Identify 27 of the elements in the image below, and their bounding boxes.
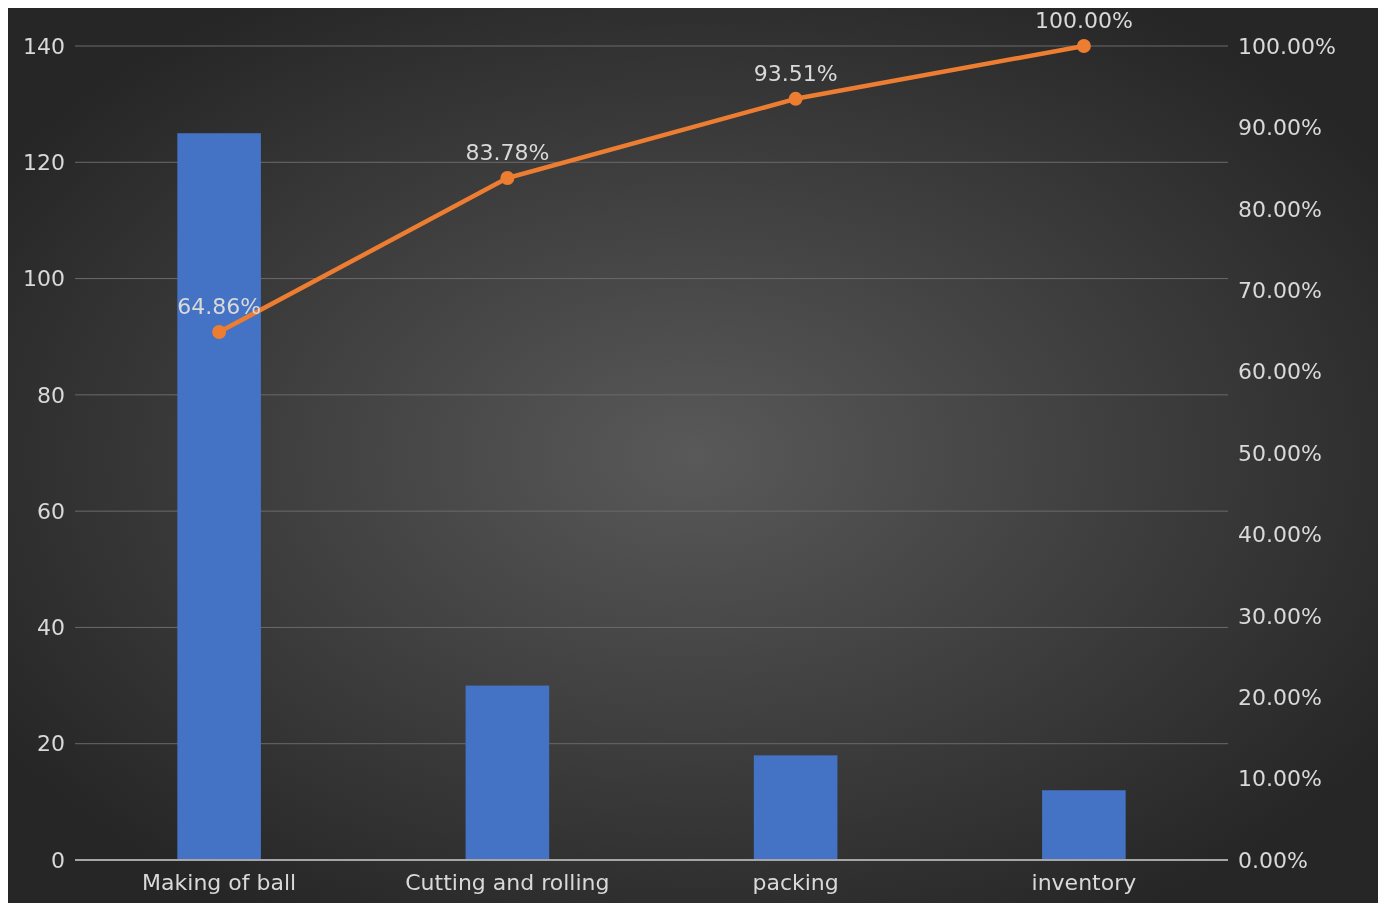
y2-tick-label: 10.00%	[1238, 766, 1322, 792]
y2-tick-label: 80.00%	[1238, 196, 1322, 222]
y-tick-label: 20	[37, 731, 65, 757]
y2-tick-label: 50.00%	[1238, 440, 1322, 466]
y-tick-label: 140	[23, 33, 65, 59]
y2-tick-label: 100.00%	[1238, 33, 1336, 59]
y2-tick-label: 40.00%	[1238, 522, 1322, 548]
data-label: 93.51%	[753, 60, 838, 86]
y2-tick-label: 20.00%	[1238, 684, 1322, 710]
y-tick-label: 80	[37, 382, 65, 408]
y2-tick-label: 90.00%	[1238, 115, 1322, 141]
x-tick-label: Making of ball	[142, 870, 297, 895]
y2-tick-label: 0.00%	[1238, 847, 1308, 873]
y-tick-label: 40	[37, 615, 65, 641]
y-tick-label: 0	[51, 847, 65, 873]
data-label: 100.00%	[1034, 8, 1133, 33]
y2-tick-label: 60.00%	[1238, 359, 1322, 385]
y-tick-label: 100	[23, 266, 65, 292]
data-label: 83.78%	[465, 140, 550, 166]
y-tick-label: 120	[23, 149, 65, 175]
y2-tick-label: 30.00%	[1238, 603, 1322, 629]
x-tick-label: Cutting and rolling	[405, 870, 610, 895]
x-tick-label: inventory	[1031, 870, 1137, 895]
x-tick-label: packing	[752, 870, 839, 895]
data-label: 64.86%	[177, 294, 262, 320]
y-tick-label: 60	[37, 498, 65, 524]
y2-tick-label: 70.00%	[1238, 277, 1322, 303]
